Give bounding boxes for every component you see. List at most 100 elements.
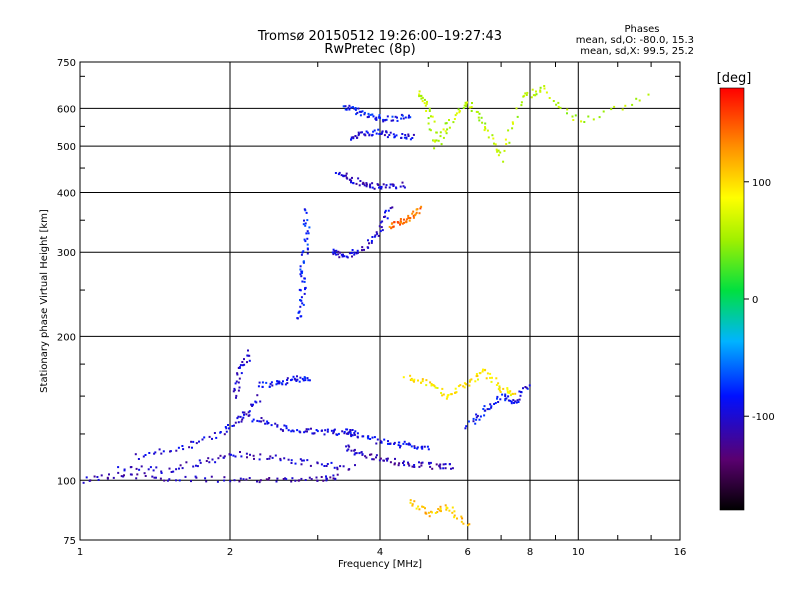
data-point	[298, 288, 301, 291]
data-point	[229, 480, 232, 483]
data-point	[350, 435, 353, 438]
stats-x-mode: mean, sd,X: 99.5, 25.2	[580, 46, 694, 57]
data-point	[354, 108, 357, 111]
data-point	[310, 478, 313, 481]
data-point	[499, 391, 502, 393]
data-point	[371, 236, 374, 238]
data-point	[431, 511, 433, 514]
data-point	[155, 466, 158, 469]
data-point	[462, 522, 465, 525]
data-point	[511, 392, 514, 395]
data-point	[266, 420, 269, 423]
x-tick-label: 4	[377, 547, 383, 558]
data-point	[237, 415, 240, 418]
data-point	[466, 101, 468, 104]
data-point	[390, 119, 393, 122]
data-point	[545, 91, 548, 94]
data-point	[386, 136, 389, 139]
data-point	[239, 477, 242, 480]
y-tick-label: 75	[63, 536, 76, 547]
data-point	[377, 234, 380, 237]
data-point	[439, 463, 442, 466]
data-point	[399, 218, 402, 220]
data-point	[325, 465, 328, 467]
data-point	[205, 480, 208, 483]
data-point	[460, 520, 463, 523]
data-point	[472, 420, 475, 423]
data-point	[647, 93, 650, 96]
data-point	[394, 135, 396, 138]
data-point	[274, 422, 277, 425]
data-point	[175, 479, 177, 482]
data-point	[153, 476, 156, 479]
data-point	[300, 477, 303, 480]
data-point	[275, 480, 278, 483]
data-point	[332, 248, 335, 251]
data-point	[340, 253, 343, 256]
data-point	[351, 255, 353, 258]
data-point	[135, 477, 138, 480]
data-point	[356, 251, 359, 254]
data-point	[383, 134, 386, 137]
data-point	[415, 208, 418, 211]
data-point	[450, 467, 452, 470]
data-point	[347, 448, 350, 451]
data-point	[241, 411, 244, 414]
data-point	[415, 507, 418, 510]
data-point	[233, 387, 236, 390]
data-point	[306, 247, 309, 250]
data-point	[354, 135, 357, 137]
data-point	[385, 130, 387, 133]
data-point	[300, 270, 303, 273]
data-point	[389, 207, 392, 210]
data-point	[373, 187, 376, 190]
data-point	[357, 134, 360, 137]
y-tick-label: 750	[57, 58, 76, 69]
data-point	[324, 429, 327, 432]
data-point	[345, 172, 348, 175]
data-point	[355, 182, 358, 185]
data-point	[219, 431, 222, 434]
data-point	[178, 479, 181, 482]
data-point	[465, 383, 468, 386]
data-point	[381, 130, 384, 133]
data-point	[252, 418, 255, 421]
data-point	[398, 462, 401, 465]
data-point	[160, 452, 163, 455]
data-point	[182, 448, 185, 451]
data-point	[237, 381, 240, 384]
data-point	[269, 455, 272, 458]
data-point	[440, 510, 442, 513]
data-point	[418, 465, 421, 468]
data-point	[144, 454, 147, 456]
data-point	[345, 176, 348, 179]
data-point	[237, 389, 240, 392]
data-point	[347, 431, 350, 434]
data-point	[408, 442, 411, 445]
data-point	[448, 126, 451, 129]
data-point	[445, 122, 448, 125]
data-point	[302, 303, 305, 306]
data-point	[416, 446, 419, 449]
data-point	[486, 129, 489, 132]
data-point	[340, 174, 343, 177]
data-point	[451, 506, 454, 509]
data-point	[459, 384, 462, 387]
data-point	[424, 104, 427, 107]
data-point	[386, 217, 389, 220]
data-point	[429, 461, 432, 464]
data-point	[248, 359, 251, 362]
data-point	[457, 108, 460, 111]
data-point	[269, 382, 272, 385]
data-point	[479, 372, 482, 375]
data-point	[386, 459, 389, 462]
data-point	[498, 386, 501, 389]
data-point	[369, 453, 371, 456]
data-point	[256, 419, 259, 422]
data-point	[446, 128, 449, 131]
data-point	[432, 384, 435, 386]
data-point	[412, 210, 415, 213]
data-point	[375, 442, 378, 445]
data-point	[543, 87, 546, 90]
data-point	[303, 219, 305, 222]
